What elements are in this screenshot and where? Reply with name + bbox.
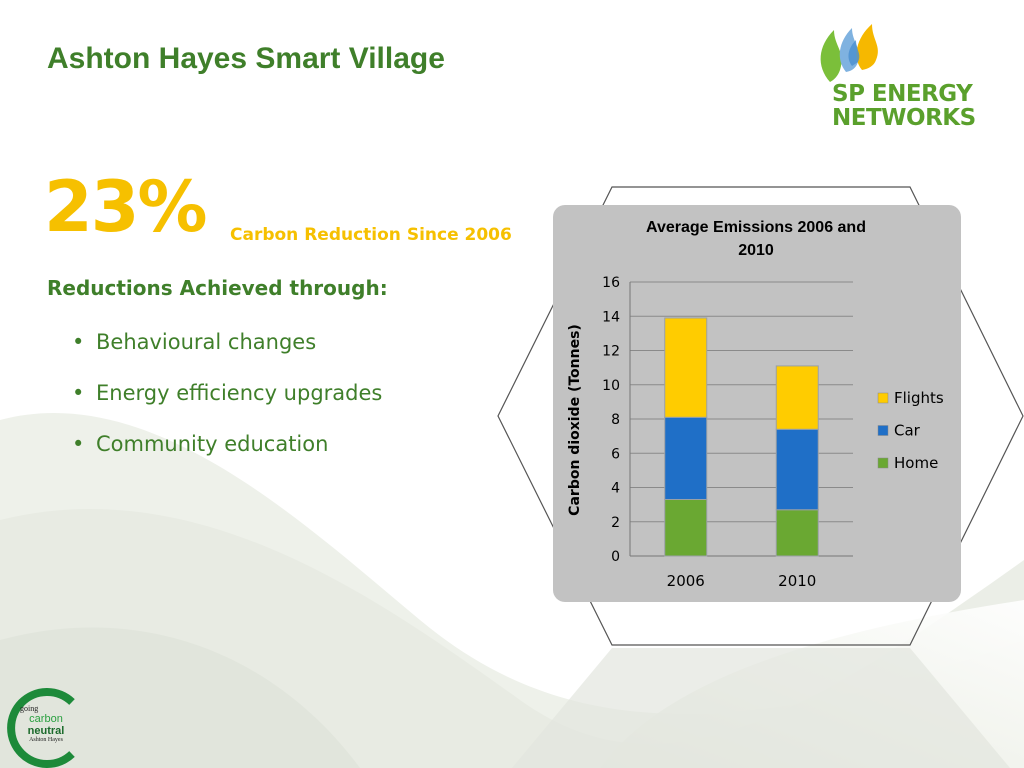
hexagon-frame [497,186,1024,646]
sp-energy-logo-text: SP ENERGY NETWORKS [832,82,976,130]
bar-segment-car [775,428,819,511]
logo-line-1: SP ENERGY [832,81,973,107]
bar-segment-car [664,416,708,500]
page-title: Ashton Hayes Smart Village [47,42,445,75]
y-tick-label: 8 [611,412,620,428]
gcn-going: going [20,704,39,713]
legend-swatch-car [877,425,889,436]
going-carbon-neutral-logo-icon [7,688,75,768]
bullet-text: Behavioural changes [96,330,317,354]
bullet-item: • Energy efficiency upgrades [72,377,382,428]
legend-label-car: Car [894,422,921,440]
gcn-neutral: neutral [27,725,65,737]
x-tick-label: 2006 [667,572,705,590]
x-tick-label: 2010 [778,572,816,590]
gcn-carbon: carbon [29,713,63,725]
gcn-place: Ashton Hayes [29,737,63,743]
chart-title-line-2: 2010 [738,242,774,259]
bullet-icon: • [72,381,85,405]
y-tick-label: 4 [611,481,620,497]
bar-segment-flights [775,365,819,430]
chart-panel [553,205,961,602]
big-percentage: 23% [44,166,208,248]
bullet-text: Community education [96,432,329,456]
y-axis-label: Carbon dioxide (Tonnes) [567,324,583,516]
logo-line-2: NETWORKS [832,105,976,131]
flame-logo-icon [820,24,878,82]
y-tick-label: 10 [602,378,620,394]
y-tick-label: 0 [611,549,620,565]
legend-label-home: Home [894,454,938,472]
y-tick-label: 16 [602,275,620,291]
bar-segment-home [775,509,819,557]
y-tick-label: 12 [602,344,620,360]
legend-swatch-flights [877,392,889,404]
bullet-icon: • [72,432,85,456]
bar-segment-home [664,498,708,557]
bullet-item: • Behavioural changes [72,326,382,377]
y-tick-label: 14 [602,309,620,325]
percentage-caption: Carbon Reduction Since 2006 [230,225,512,245]
legend-label-flights: Flights [894,389,944,407]
bar-segment-flights [664,317,708,418]
y-tick-label: 2 [611,515,620,531]
reductions-subheading: Reductions Achieved through: [47,276,388,300]
chart-title-line-1: Average Emissions 2006 and [646,219,866,236]
bullet-list: • Behavioural changes • Energy efficiency … [72,326,382,479]
y-tick-label: 6 [611,446,620,462]
bullet-text: Energy efficiency upgrades [96,381,383,405]
legend-swatch-home [877,457,889,469]
bullet-item: • Community education [72,428,382,479]
bullet-icon: • [72,330,85,354]
going-carbon-neutral-text: going carbon neutral Ashton Hayes [20,704,72,743]
